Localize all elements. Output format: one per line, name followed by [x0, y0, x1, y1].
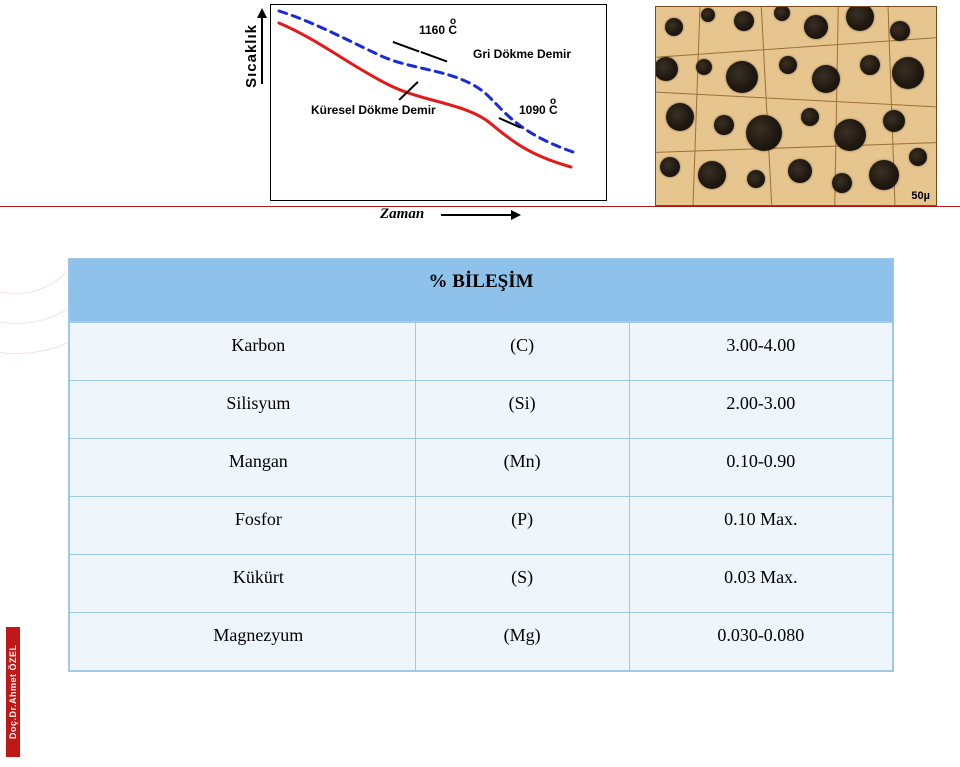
element-name: Kükürt: [70, 555, 416, 613]
table-row: Fosfor(P)0.10 Max.: [70, 497, 893, 555]
table-row: Kükürt(S)0.03 Max.: [70, 555, 893, 613]
graphite-nodule: [714, 115, 734, 135]
grain-boundary: [656, 92, 936, 108]
series-label-gri: Gri Dökme Demir: [473, 47, 571, 61]
micrograph-scale: 50µ: [911, 190, 930, 202]
element-name: Silisyum: [70, 381, 416, 439]
graphite-nodule: [666, 103, 694, 131]
graphite-nodule: [869, 160, 899, 190]
x-axis-label: Zaman: [380, 206, 424, 223]
cooling-chart: Sıcaklık 1160 C o Gri Dökme Demir Kürese…: [235, 4, 615, 229]
element-symbol: (P): [415, 497, 629, 555]
graphite-nodule: [734, 11, 754, 31]
element-name: Magnezyum: [70, 613, 416, 671]
graphite-nodule: [832, 173, 852, 193]
micrograph: 50µ: [655, 6, 937, 206]
table-body: Karbon(C)3.00-4.00Silisyum(Si)2.00-3.00M…: [69, 322, 893, 671]
element-value: 0.10-0.90: [629, 439, 892, 497]
graphite-nodule: [655, 57, 678, 81]
author-strip: Doç.Dr.Ahmet ÖZEL: [6, 627, 20, 757]
table-row: Magnezyum(Mg)0.030-0.080: [70, 613, 893, 671]
graphite-nodule: [812, 65, 840, 93]
element-symbol: (Si): [415, 381, 629, 439]
element-value: 0.10 Max.: [629, 497, 892, 555]
x-axis-arrow-icon: [511, 210, 521, 220]
graphite-nodule: [660, 157, 680, 177]
figures-row: Sıcaklık 1160 C o Gri Dökme Demir Kürese…: [0, 0, 960, 235]
y-axis-arrow-line: [261, 14, 263, 84]
graphite-nodule: [726, 61, 758, 93]
graphite-nodule: [834, 119, 866, 151]
element-value: 3.00-4.00: [629, 323, 892, 381]
element-name: Karbon: [70, 323, 416, 381]
element-symbol: (Mn): [415, 439, 629, 497]
graphite-nodule: [774, 6, 790, 21]
grain-boundary: [656, 142, 936, 153]
graphite-nodule: [860, 55, 880, 75]
element-symbol: (S): [415, 555, 629, 613]
graphite-nodule: [788, 159, 812, 183]
table-row: Silisyum(Si)2.00-3.00: [70, 381, 893, 439]
table-row: Karbon(C)3.00-4.00: [70, 323, 893, 381]
element-name: Fosfor: [70, 497, 416, 555]
element-symbol: (C): [415, 323, 629, 381]
graphite-nodule: [804, 15, 828, 39]
graphite-nodule: [846, 6, 874, 31]
chart-plot-box: 1160 C o Gri Dökme Demir Küresel Dökme D…: [270, 4, 607, 201]
graphite-nodule: [701, 8, 715, 22]
graphite-nodule: [801, 108, 819, 126]
element-value: 2.00-3.00: [629, 381, 892, 439]
element-value: 0.03 Max.: [629, 555, 892, 613]
composition-table: % BİLEŞİM Karbon(C)3.00-4.00Silisyum(Si)…: [68, 258, 894, 672]
graphite-nodule: [747, 170, 765, 188]
table-row: Mangan(Mn)0.10-0.90: [70, 439, 893, 497]
table-title: % BİLEŞİM: [69, 259, 893, 322]
graphite-nodule: [698, 161, 726, 189]
element-value: 0.030-0.080: [629, 613, 892, 671]
graphite-nodule: [665, 18, 683, 36]
element-symbol: (Mg): [415, 613, 629, 671]
graphite-nodule: [890, 21, 910, 41]
graphite-nodule: [883, 110, 905, 132]
degree-dot: o: [550, 96, 556, 107]
graphite-nodule: [892, 57, 924, 89]
series-label-kuresel: Küresel Dökme Demir: [311, 103, 436, 117]
x-axis-arrow-line: [441, 214, 513, 216]
graphite-nodule: [746, 115, 782, 151]
degree-dot: o: [450, 16, 456, 27]
graphite-nodule: [779, 56, 797, 74]
graphite-nodule: [696, 59, 712, 75]
element-name: Mangan: [70, 439, 416, 497]
graphite-nodule: [909, 148, 927, 166]
y-axis-label: Sıcaklık: [243, 24, 260, 88]
